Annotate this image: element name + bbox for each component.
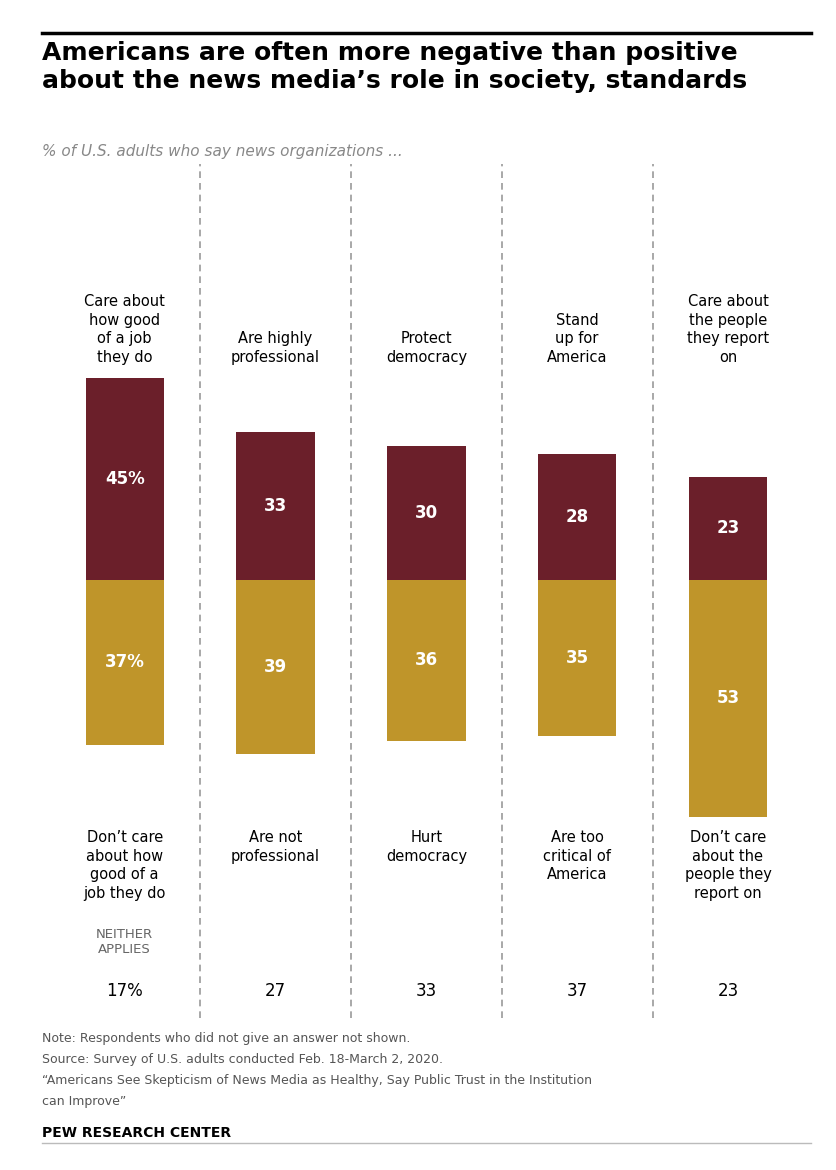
Text: Are too
critical of
America: Are too critical of America: [543, 830, 611, 882]
Text: 35: 35: [566, 649, 589, 667]
Bar: [237, 432, 315, 579]
Text: Note: Respondents who did not give an answer not shown.: Note: Respondents who did not give an an…: [42, 1032, 410, 1045]
Text: Care about
how good
of a job
they do: Care about how good of a job they do: [84, 294, 166, 365]
Text: Are highly
professional: Are highly professional: [231, 331, 320, 365]
Text: 23: 23: [716, 519, 740, 537]
Text: “Americans See Skepticism of News Media as Healthy, Say Public Trust in the Inst: “Americans See Skepticism of News Media …: [42, 1074, 592, 1087]
Text: can Improve”: can Improve”: [42, 1095, 126, 1108]
Text: 17%: 17%: [106, 982, 143, 1000]
Text: PEW RESEARCH CENTER: PEW RESEARCH CENTER: [42, 1126, 231, 1140]
Text: 27: 27: [265, 982, 286, 1000]
Text: 33: 33: [264, 497, 288, 515]
Text: Americans are often more negative than positive
about the news media’s role in s: Americans are often more negative than p…: [42, 41, 747, 92]
Text: Care about
the people
they report
on: Care about the people they report on: [687, 294, 769, 365]
Bar: [689, 579, 767, 817]
Bar: [237, 579, 315, 755]
Text: Protect
democracy: Protect democracy: [385, 331, 467, 365]
Text: 37: 37: [567, 982, 588, 1000]
Text: Source: Survey of U.S. adults conducted Feb. 18-March 2, 2020.: Source: Survey of U.S. adults conducted …: [42, 1053, 443, 1066]
Text: 28: 28: [566, 508, 589, 526]
Text: 36: 36: [415, 652, 438, 669]
Text: % of U.S. adults who say news organizations ...: % of U.S. adults who say news organizati…: [42, 144, 403, 159]
Bar: [538, 454, 616, 579]
Bar: [689, 477, 767, 579]
Text: Don’t care
about the
people they
report on: Don’t care about the people they report …: [685, 830, 772, 901]
Text: 39: 39: [264, 658, 288, 676]
Text: 33: 33: [415, 982, 437, 1000]
Bar: [387, 446, 466, 579]
Bar: [85, 378, 164, 579]
Text: Are not
professional: Are not professional: [231, 830, 320, 863]
Text: Stand
up for
America: Stand up for America: [547, 312, 608, 365]
Bar: [538, 579, 616, 736]
Text: Don’t care
about how
good of a
job they do: Don’t care about how good of a job they …: [84, 830, 166, 901]
Text: Hurt
democracy: Hurt democracy: [385, 830, 467, 863]
Text: 30: 30: [415, 503, 438, 522]
Bar: [85, 579, 164, 745]
Text: NEITHER
APPLIES: NEITHER APPLIES: [96, 929, 153, 956]
Text: 23: 23: [717, 982, 738, 1000]
Text: 45%: 45%: [104, 470, 145, 488]
Bar: [387, 579, 466, 741]
Text: 53: 53: [716, 689, 740, 707]
Text: 37%: 37%: [104, 653, 145, 672]
